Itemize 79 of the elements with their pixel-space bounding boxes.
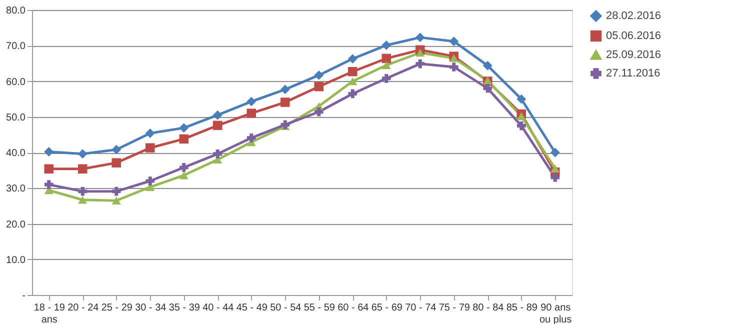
y-tick-label: 40.0 — [6, 148, 26, 159]
y-tick-label: 80.0 — [6, 6, 26, 16]
point — [213, 150, 222, 158]
point — [382, 40, 392, 50]
point — [212, 120, 222, 130]
point — [416, 48, 425, 57]
x-tick-label: 85 - 89 — [506, 302, 538, 314]
point — [314, 82, 324, 92]
point — [78, 149, 88, 159]
point — [112, 144, 122, 154]
point — [382, 54, 392, 64]
point — [78, 196, 88, 204]
x-tick-label: 45 - 49 — [236, 302, 268, 314]
legend-label: 25.09.2016 — [606, 49, 662, 61]
point — [314, 70, 324, 80]
x-tick-label: 60 - 64 — [338, 302, 370, 314]
point — [112, 196, 121, 205]
y-tick-label: 50.0 — [6, 112, 26, 124]
x-tick-label: 18 - 19 ans — [34, 302, 66, 324]
x-tick-label: 50 - 54 — [270, 302, 302, 314]
point — [550, 148, 560, 158]
x-tick-label: 75 - 79 — [438, 302, 470, 314]
point — [246, 133, 256, 142]
point — [112, 158, 122, 168]
x-tick-label: 20 - 24 — [68, 302, 100, 314]
point — [348, 89, 358, 98]
point — [212, 110, 222, 120]
point — [382, 61, 391, 70]
x-tick-label: 65 - 69 — [371, 302, 403, 314]
x-tick-label: 25 - 29 — [101, 302, 133, 314]
legend-label: 28.02.2016 — [606, 10, 662, 22]
x-tick-label: 55 - 59 — [304, 302, 336, 314]
point — [280, 98, 290, 107]
x-tick-label: 30 - 34 — [135, 302, 167, 314]
point — [179, 134, 189, 144]
legend-label: 05.06.2016 — [606, 30, 662, 42]
point — [44, 164, 54, 174]
y-tick-label: 60.0 — [6, 76, 26, 88]
point — [516, 121, 526, 130]
point — [44, 147, 54, 157]
point — [516, 94, 526, 104]
point — [246, 96, 256, 106]
point — [179, 123, 189, 133]
point — [449, 62, 458, 72]
point — [246, 108, 256, 118]
x-tick-label: 40 - 44 — [202, 302, 234, 314]
point — [146, 176, 155, 186]
point — [483, 84, 492, 93]
point — [112, 186, 121, 196]
y-tick-label: - — [22, 290, 26, 302]
x-tick-label: 80 - 84 — [472, 302, 504, 314]
point — [449, 54, 458, 62]
point — [449, 36, 459, 46]
y-tick-label: 30.0 — [6, 184, 26, 195]
point — [78, 164, 88, 174]
legend-label: 27.11.2016 — [606, 68, 660, 80]
point — [280, 84, 290, 94]
point — [44, 180, 54, 189]
point — [550, 173, 560, 182]
point — [145, 143, 155, 153]
point — [482, 60, 492, 70]
y-tick-label: 10.0 — [6, 254, 26, 266]
y-tick-label: 20.0 — [6, 219, 26, 230]
point — [382, 74, 391, 83]
point — [348, 54, 358, 64]
point — [78, 186, 88, 196]
point — [516, 112, 526, 120]
point — [415, 32, 425, 42]
point — [179, 163, 188, 172]
point — [550, 164, 560, 172]
point — [179, 171, 188, 180]
point — [416, 59, 425, 68]
point — [348, 77, 358, 86]
y-tick-label: 70.0 — [6, 41, 26, 52]
point — [348, 66, 358, 76]
point — [145, 128, 155, 138]
x-tick-label: 35 - 39 — [168, 302, 200, 314]
point — [314, 107, 324, 116]
x-tick-label: 70 - 74 — [405, 302, 437, 314]
